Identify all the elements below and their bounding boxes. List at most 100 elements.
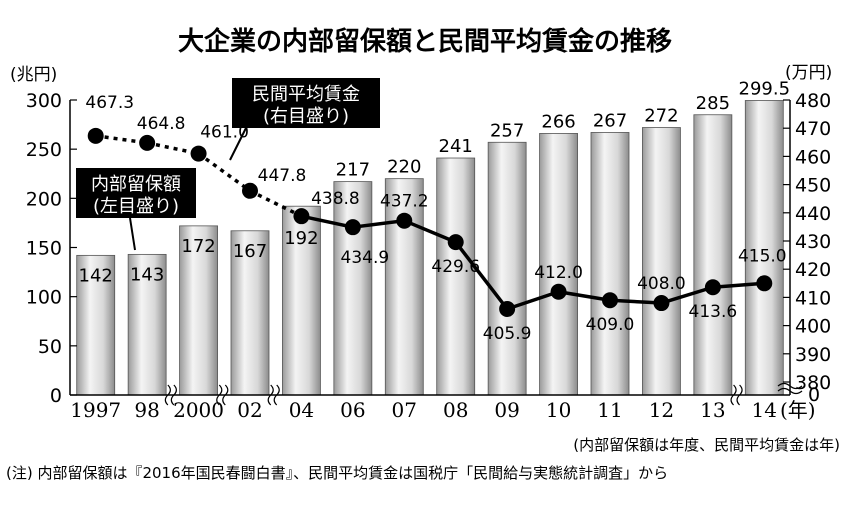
line-value-label: 405.9 <box>483 324 532 344</box>
callout-bar-box <box>76 168 196 218</box>
bar-04 <box>282 205 321 396</box>
right-tick-label: 410 <box>795 287 831 309</box>
line-segment <box>403 219 457 244</box>
right-zero-label: 0 <box>808 384 820 406</box>
axes: 0501001502002503003803904004104204304404… <box>26 90 832 422</box>
line-value-label: 412.0 <box>534 263 583 283</box>
bar-value-label: 192 <box>284 228 318 249</box>
bar-09 <box>487 141 527 396</box>
bar-value-label: 267 <box>593 110 627 131</box>
line-point-07 <box>396 212 413 229</box>
x-axis-break <box>730 384 743 406</box>
left-tick-label: 200 <box>26 188 62 210</box>
callouts: 民間平均賃金(右目盛り) 内部留保額(左目盛り) <box>76 78 380 251</box>
data-labels: 142 143 172 167 192 217 220 241 257 266 267 272 285 2… <box>79 78 791 343</box>
line-value-label: 408.0 <box>637 274 686 294</box>
x-tick-label: 08 <box>443 398 468 422</box>
bar-value-label: 142 <box>79 265 113 286</box>
x-tick-label: 09 <box>494 398 519 422</box>
line-point-04 <box>293 208 310 225</box>
right-tick-label: 470 <box>795 118 831 140</box>
year-suffix: (年) <box>780 398 816 422</box>
right-tick-label: 460 <box>795 146 831 168</box>
callout-line-box <box>232 78 380 128</box>
callout-line-sub: (右目盛り) <box>263 106 349 127</box>
line-value-label: 464.8 <box>137 114 186 134</box>
right-tick-label: 380 <box>795 372 831 394</box>
line-point-02 <box>242 182 258 199</box>
chart-title: 大企業の内部留保額と民間平均賃金の推移 <box>178 26 672 57</box>
bar-value-label: 172 <box>181 236 215 257</box>
bar-08 <box>436 157 476 396</box>
bar-1997 <box>76 254 116 396</box>
line-point-1997 <box>87 127 104 144</box>
x-tick-label: 1997 <box>70 398 121 422</box>
right-tick-label: 440 <box>795 203 831 225</box>
right-tick-label: 420 <box>795 259 831 281</box>
line-segment <box>249 189 303 218</box>
line-value-label: 434.9 <box>341 248 390 268</box>
line-value-label: 447.8 <box>258 166 307 186</box>
line-segment <box>301 214 354 229</box>
bar-98 <box>127 253 167 396</box>
x-tick-label: 02 <box>237 398 262 422</box>
bar-value-label: 167 <box>233 241 267 262</box>
bar-value-label: 220 <box>387 157 421 178</box>
left-axis-unit: (兆円) <box>10 65 57 85</box>
line-point-11 <box>602 292 618 309</box>
note-source: (注) 内部留保額は『2016年国民春闘白書』、民間平均賃金は国税庁「民間給与実… <box>6 464 668 482</box>
x-tick-label: 04 <box>289 398 314 422</box>
left-tick-label: 300 <box>26 90 62 112</box>
bar-value-label: 143 <box>130 264 164 285</box>
callout-bar-title: 内部留保額 <box>91 174 181 195</box>
left-tick-label: 250 <box>26 139 62 161</box>
bar-10 <box>539 133 578 396</box>
line-value-label: 429.6 <box>431 257 480 277</box>
line-series <box>87 127 773 317</box>
x-tick-label: 11 <box>597 398 622 422</box>
right-axis-break <box>777 382 803 395</box>
bar-13 <box>693 114 733 396</box>
line-point-98 <box>139 134 156 151</box>
bar-value-label: 257 <box>490 120 524 141</box>
x-axis-break <box>267 384 280 406</box>
right-tick-label: 430 <box>795 231 831 253</box>
bar-14 <box>744 100 784 396</box>
bar-06 <box>333 181 373 396</box>
x-tick-label: 2000 <box>173 398 224 422</box>
callout-bar-sub: (左目盛り) <box>93 196 179 217</box>
line-value-label: 415.0 <box>738 246 787 266</box>
x-tick-label: 10 <box>546 398 571 422</box>
bar-value-label: 241 <box>439 136 473 157</box>
line-segment <box>660 285 714 305</box>
bar-value-label: 217 <box>336 160 370 181</box>
x-axis-break <box>216 384 229 406</box>
bar-2000 <box>179 225 218 396</box>
callout-line-title: 民間平均賃金 <box>252 84 360 105</box>
callout-bar-pointer <box>129 217 136 251</box>
line-segment <box>506 290 560 311</box>
line-value-label: 467.3 <box>85 93 134 113</box>
bar-value-label: 266 <box>541 111 575 132</box>
line-segment <box>712 281 765 289</box>
line-segment <box>454 241 509 311</box>
line-point-2000 <box>190 145 207 162</box>
right-tick-label: 480 <box>795 90 831 112</box>
right-tick-label: 390 <box>795 344 831 366</box>
line-point-06 <box>344 219 361 236</box>
line-point-12 <box>653 295 670 312</box>
bar-value-label: 299.5 <box>739 78 791 99</box>
left-tick-label: 50 <box>38 336 62 358</box>
x-tick-label: 07 <box>392 398 417 422</box>
line-point-13 <box>704 279 721 296</box>
x-tick-label: 98 <box>134 398 159 422</box>
x-axis-break <box>164 384 177 406</box>
callout-line-pointer <box>229 127 247 161</box>
bar-02 <box>230 230 270 396</box>
line-segment <box>609 298 662 305</box>
left-tick-label: 100 <box>26 287 62 309</box>
line-value-label: 438.8 <box>311 189 360 209</box>
line-value-label: 437.2 <box>380 192 429 212</box>
bar-series <box>76 100 784 396</box>
